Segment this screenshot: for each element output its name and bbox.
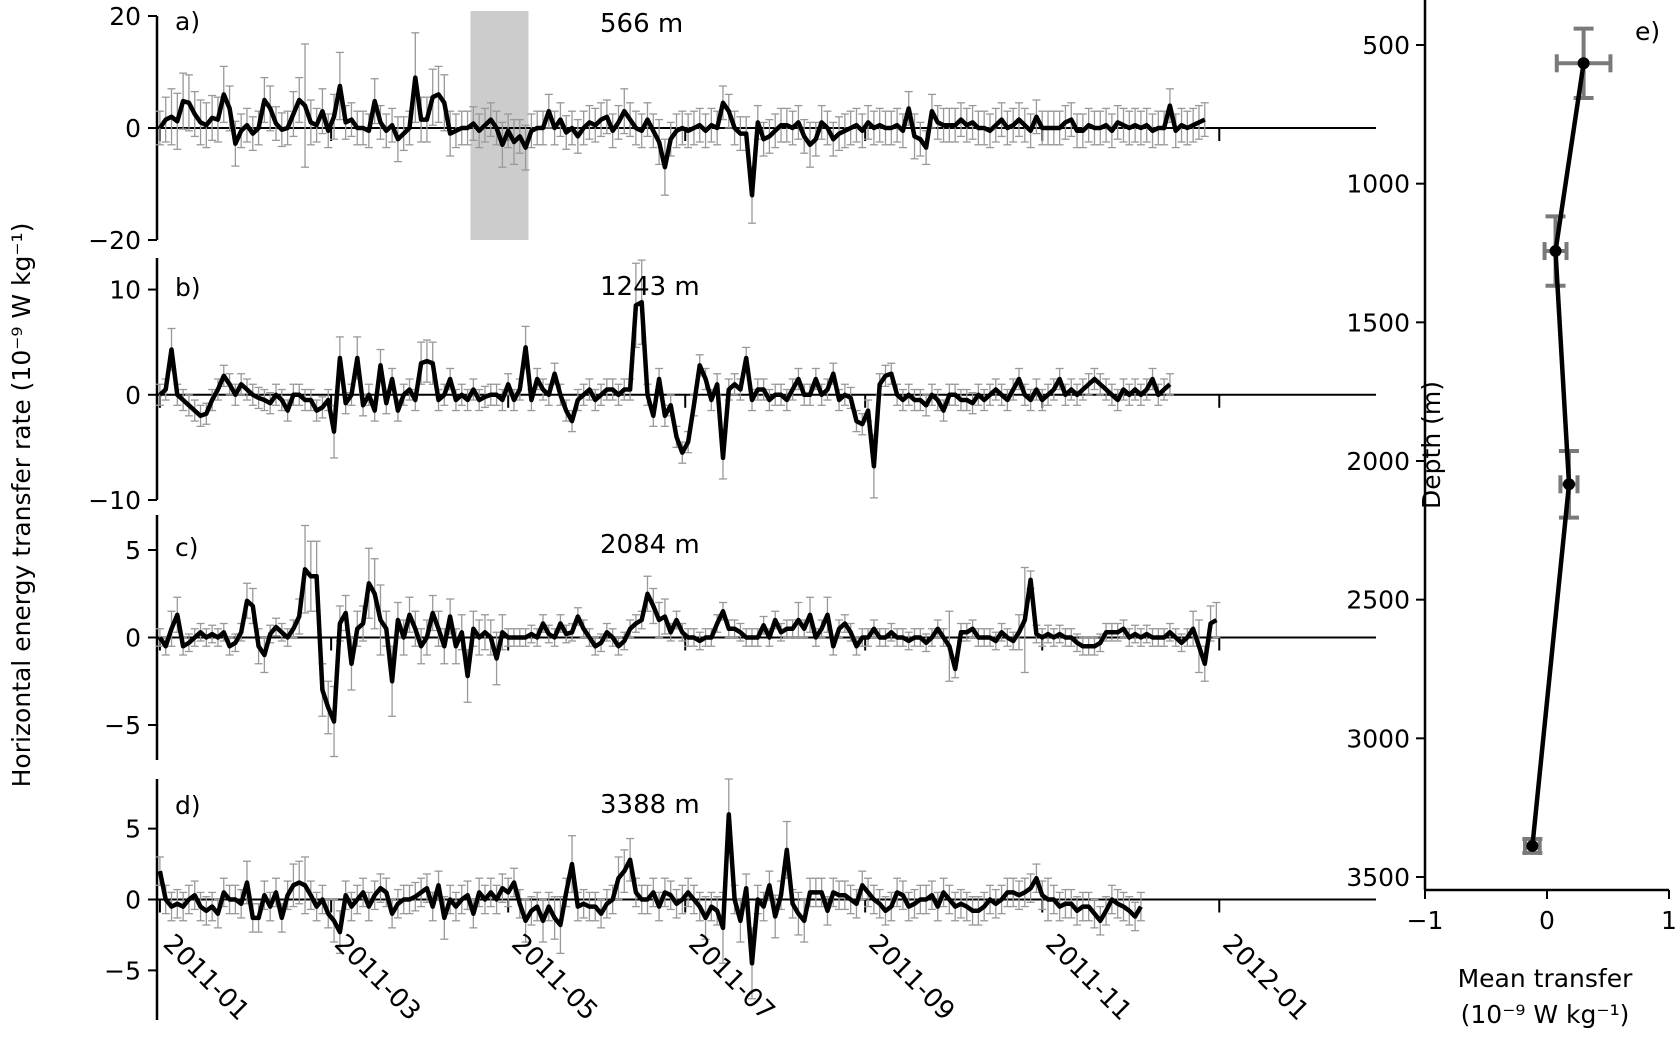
y-tick-label: 0 (125, 114, 141, 143)
e-ylabel: Depth (m) (1417, 381, 1446, 509)
panel-a: −20 0 20 a) 566 m (88, 2, 1376, 255)
e-x-tick-label: −1 (1407, 906, 1444, 935)
depth-label: 3388 m (600, 790, 700, 820)
panel-label: d) (175, 791, 201, 820)
e-y-tick-label: 1000 (1346, 170, 1410, 199)
e-y-tick-label: 2000 (1346, 447, 1410, 476)
series-line (158, 75, 1206, 198)
x-tick-label: 2011-05 (505, 929, 603, 1027)
e-point (1577, 57, 1590, 70)
e-y-tick-label: 500 (1362, 31, 1410, 60)
series-line (158, 567, 1218, 724)
highlight-window (470, 11, 529, 240)
e-y-tick-label: 3500 (1346, 863, 1410, 892)
e-x-tick-label: 1 (1661, 906, 1676, 935)
y-tick-label: 0 (125, 381, 141, 410)
y-tick-label: 0 (125, 886, 141, 915)
x-tick-label: 2011-01 (157, 929, 255, 1027)
y-tick-label: 5 (125, 536, 141, 565)
x-tick-label: 2012-01 (1216, 929, 1314, 1027)
y-tick-label: 10 (109, 276, 141, 305)
y-tick-label: −5 (104, 711, 141, 740)
panel-c: −5 0 5 c) 2084 m (104, 515, 1376, 760)
x-tick-label: 2011-11 (1039, 929, 1137, 1027)
y-tick-label: 5 (125, 815, 141, 844)
e-xlabel-units: (10⁻⁹ W kg⁻¹) (1461, 1000, 1630, 1029)
e-point (1549, 245, 1562, 258)
y-tick-label: 0 (125, 624, 141, 653)
e-x-tick-label: 0 (1539, 906, 1555, 935)
shared-ylabel: Horizontal energy transfer rate (10⁻⁹ W … (7, 223, 36, 788)
panel-d: −5 0 5 d) 3388 m (104, 778, 1376, 1020)
y-tick-label: 20 (109, 2, 141, 31)
y-tick-label: −5 (104, 956, 141, 985)
panel-label: e) (1635, 17, 1660, 46)
e-xlabel: Mean transfer (1458, 964, 1634, 993)
e-y-tick-label: 2500 (1346, 586, 1410, 615)
series-line (157, 812, 1143, 966)
panel-b: −10 0 10 b) 1243 m (88, 258, 1376, 515)
e-y-tick-label: 3000 (1346, 724, 1410, 753)
depth-label: 566 m (600, 9, 683, 39)
panel-label: a) (175, 7, 200, 36)
panel-e: 500 1000 1500 2000 2500 3000 3500 −1 0 1 Depth (m)… (1346, 0, 1676, 1029)
e-point (1562, 478, 1575, 491)
y-tick-label: −20 (88, 226, 141, 255)
x-tick-label: 2011-09 (862, 929, 960, 1027)
e-y-tick-label: 1500 (1346, 308, 1410, 337)
series-line (158, 299, 1172, 469)
e-profile-line (1530, 62, 1586, 847)
x-tick-label: 2011-07 (682, 929, 780, 1027)
y-tick-label: −10 (88, 486, 141, 515)
depth-label: 2084 m (600, 530, 700, 560)
panel-label: c) (175, 533, 199, 562)
panel-label: b) (175, 273, 201, 302)
e-point (1526, 839, 1539, 852)
depth-label: 1243 m (600, 272, 700, 302)
x-tick-label: 2011-03 (328, 929, 426, 1027)
